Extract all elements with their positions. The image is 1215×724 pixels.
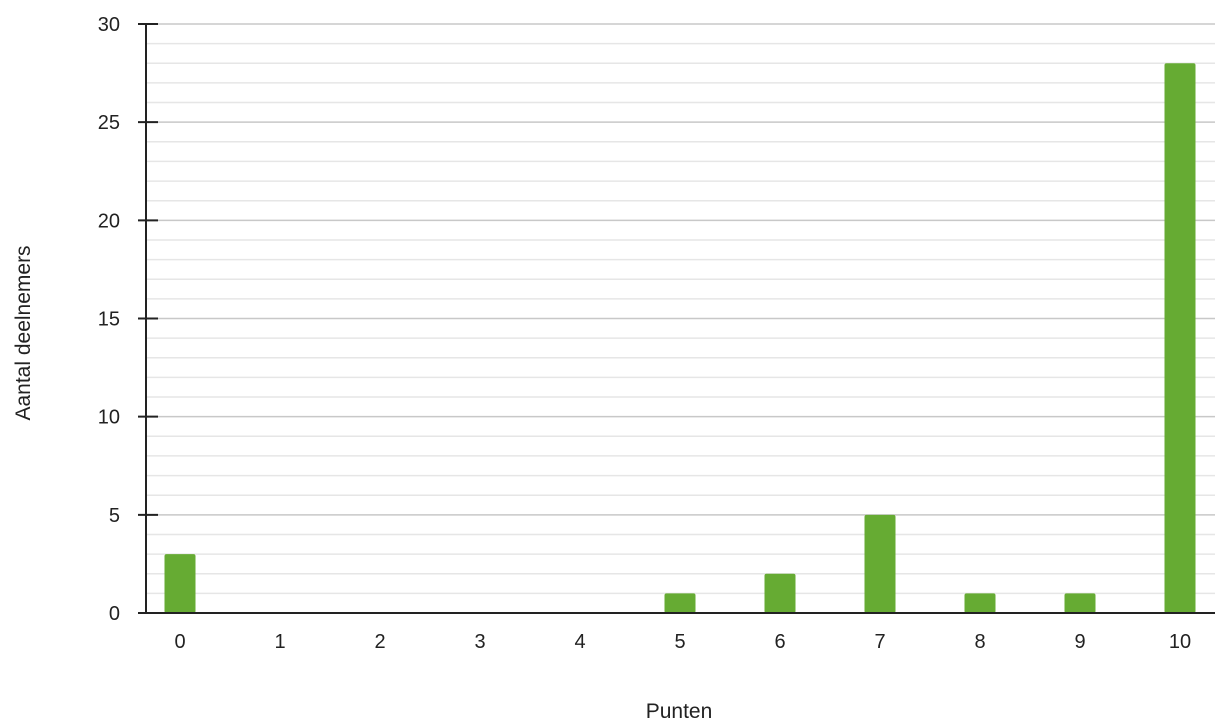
bar-7	[864, 514, 896, 613]
bar-8	[964, 593, 996, 613]
y-tick-label: 30	[98, 14, 120, 36]
x-tick-label: 6	[774, 631, 785, 653]
x-tick-label: 3	[474, 631, 485, 653]
bar-6	[764, 573, 796, 613]
x-axis-title: Punten	[646, 700, 713, 723]
y-tick-label: 25	[98, 112, 120, 134]
x-tick-label: 9	[1074, 631, 1085, 653]
y-tick-label: 0	[109, 603, 120, 625]
x-axis-ticks: 0 1 2 3 4 5 6 7 8 9 10	[174, 631, 1191, 653]
major-grid	[146, 23, 1215, 516]
bar-0	[164, 554, 196, 613]
minor-grid	[146, 42, 1215, 595]
x-tick-label: 1	[274, 631, 285, 653]
x-tick-label: 8	[974, 631, 985, 653]
x-tick-label: 2	[374, 631, 385, 653]
x-tick-label: 5	[674, 631, 685, 653]
bars	[164, 63, 1196, 614]
y-tick-label: 15	[98, 309, 120, 331]
bar-9	[1064, 593, 1096, 613]
y-tick-label: 10	[98, 407, 120, 429]
y-axis-title: Aantal deelnemers	[12, 245, 35, 420]
bar-5	[664, 593, 696, 613]
x-tick-label: 10	[1169, 631, 1191, 653]
y-axis-ticks: 0 5 10 15 20 25 30	[98, 14, 158, 625]
y-tick-label: 20	[98, 210, 120, 232]
bar-10	[1164, 63, 1196, 614]
x-tick-label: 0	[174, 631, 185, 653]
x-tick-label: 4	[574, 631, 585, 653]
y-tick-label: 5	[109, 505, 120, 527]
x-tick-label: 7	[874, 631, 885, 653]
